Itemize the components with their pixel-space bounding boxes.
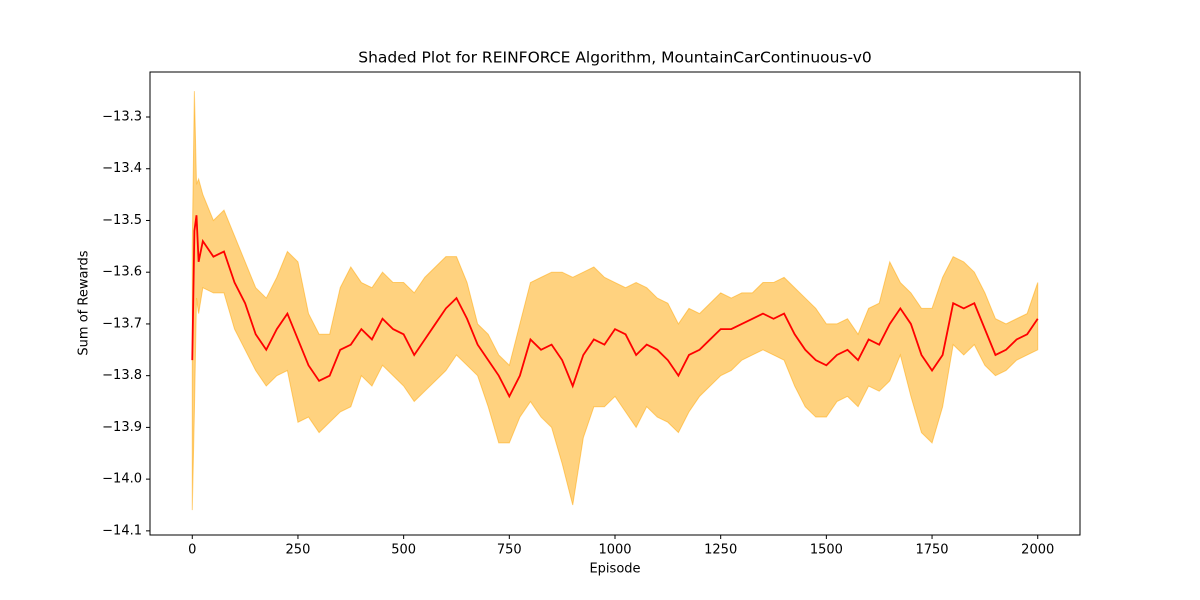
y-tick-label: −13.7: [102, 316, 142, 331]
mean-line: [191, 215, 1039, 399]
chart-title: Shaded Plot for REINFORCE Algorithm, Mou…: [358, 49, 872, 67]
x-axis-label: Episode: [589, 562, 640, 577]
x-tick-label: 1750: [915, 543, 948, 558]
y-tick-label: −13.8: [102, 368, 142, 383]
x-tick-label: 2000: [1021, 543, 1054, 558]
y-axis-label: Sum of Rewards: [77, 250, 92, 355]
y-tick-label: −13.9: [102, 420, 142, 435]
x-tick-label: 250: [286, 543, 311, 558]
x-tick-label: 750: [497, 543, 522, 558]
x-tick-label: 1000: [598, 543, 631, 558]
y-tick-label: −13.4: [102, 161, 142, 176]
y-tick-label: −13.5: [102, 213, 142, 228]
x-tick-label: 1250: [704, 543, 737, 558]
x-tick-label: 500: [391, 543, 416, 558]
y-tick-label: −13.6: [102, 265, 142, 280]
y-tick-label: −14.1: [102, 523, 142, 538]
y-tick-label: −13.3: [102, 110, 142, 125]
x-tick-label: 1500: [810, 543, 843, 558]
confidence-band: [191, 91, 1039, 511]
y-tick-label: −14.0: [102, 472, 142, 487]
x-tick-label: 0: [188, 543, 196, 558]
